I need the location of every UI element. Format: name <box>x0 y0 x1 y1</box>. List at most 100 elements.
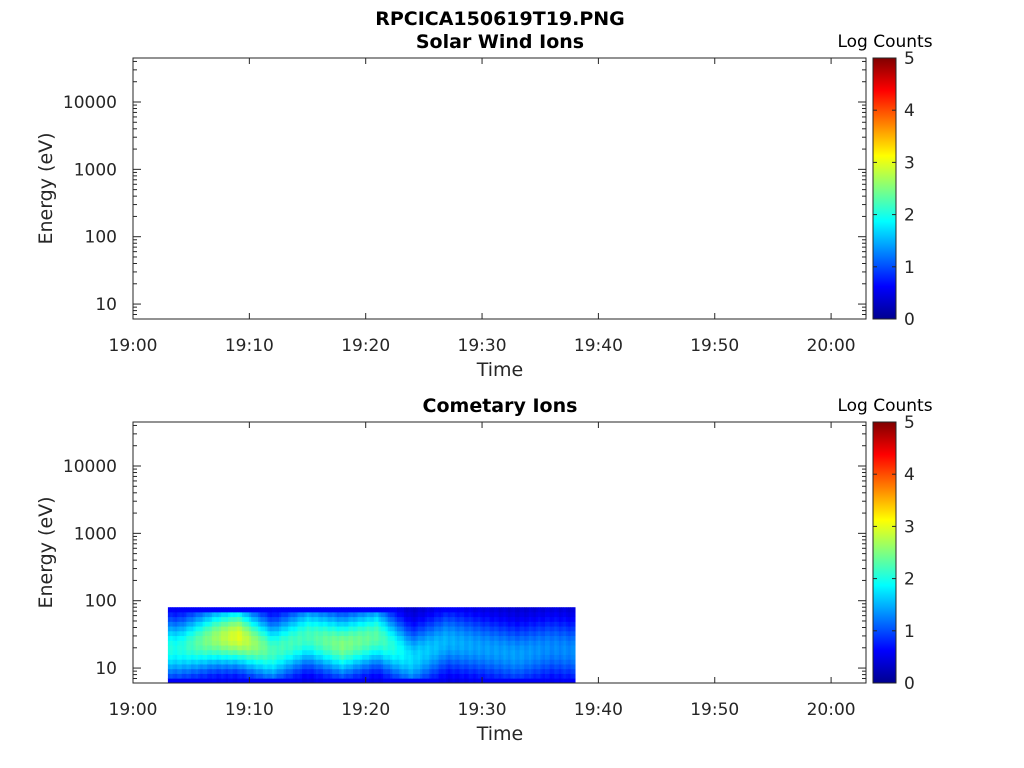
heatmap-cell <box>248 621 252 627</box>
heatmap-cell <box>392 621 396 627</box>
heatmap-cell <box>521 654 525 660</box>
heatmap-cell <box>466 626 470 632</box>
heatmap-cell <box>353 611 356 618</box>
heatmap-cell <box>572 668 576 674</box>
heatmap-cell <box>438 635 442 641</box>
heatmap-cell <box>466 673 470 679</box>
heatmap-cell <box>383 659 386 665</box>
heatmap-cell <box>420 668 423 674</box>
heatmap-cell <box>461 630 465 637</box>
heatmap-cell <box>403 607 407 613</box>
heatmap-cell <box>475 616 479 622</box>
heatmap-cell <box>403 668 407 674</box>
heatmap-cell <box>510 678 514 684</box>
heatmap-cell <box>551 621 555 627</box>
heatmap-cell <box>371 659 375 665</box>
heatmap-cell <box>237 616 241 622</box>
heatmap-cell <box>179 645 183 651</box>
heatmap-cell <box>508 668 511 674</box>
heatmap-cell <box>167 664 171 670</box>
heatmap-cell <box>251 678 254 684</box>
heatmap-cell <box>417 659 421 665</box>
heatmap-cell <box>309 659 312 665</box>
heatmap-cell <box>399 673 402 679</box>
heatmap-cell <box>394 635 398 641</box>
heatmap-cell <box>325 630 328 637</box>
heatmap-cell <box>538 664 541 670</box>
heatmap-cell <box>491 659 495 665</box>
heatmap-cell <box>475 645 479 651</box>
heatmap-cell <box>211 664 215 670</box>
heatmap-cell <box>262 659 266 665</box>
heatmap-cell <box>216 668 220 674</box>
heatmap-cell <box>542 678 546 684</box>
heatmap-cell <box>357 626 361 632</box>
heatmap-cell <box>420 645 423 651</box>
heatmap-cell <box>343 607 347 613</box>
heatmap-cell <box>503 678 507 684</box>
heatmap-cell <box>332 673 335 679</box>
heatmap-cell <box>459 659 463 665</box>
heatmap-cell <box>216 630 220 637</box>
heatmap-cell <box>443 630 446 637</box>
heatmap-cell <box>265 626 268 632</box>
heatmap-cell <box>369 630 372 637</box>
heatmap-cell <box>533 621 537 627</box>
heatmap-cell <box>258 626 261 632</box>
heatmap-cell <box>445 611 449 618</box>
heatmap-cell <box>216 640 220 646</box>
heatmap-cell <box>184 616 187 622</box>
heatmap-cell <box>172 678 176 684</box>
heatmap-cell <box>420 611 423 618</box>
heatmap-cell <box>353 607 356 613</box>
heatmap-cell <box>475 626 479 632</box>
heatmap-cell <box>202 678 206 684</box>
heatmap-cell <box>491 607 495 613</box>
heatmap-cell <box>452 668 456 674</box>
heatmap-cell <box>309 649 312 655</box>
heatmap-cell <box>524 626 527 632</box>
heatmap-cell <box>366 607 370 613</box>
heatmap-cell <box>526 616 530 622</box>
heatmap-cell <box>549 640 553 646</box>
heatmap-cell <box>167 645 171 651</box>
heatmap-cell <box>554 645 558 651</box>
heatmap-cell <box>482 621 486 627</box>
heatmap-cell <box>265 621 268 627</box>
heatmap-cell <box>292 668 296 674</box>
heatmap-cell <box>565 611 569 618</box>
heatmap-cell <box>514 616 518 622</box>
heatmap-cell <box>267 659 271 665</box>
heatmap-cell <box>514 668 518 674</box>
heatmap-cell <box>399 659 402 665</box>
heatmap-cell <box>538 654 541 660</box>
heatmap-cell <box>225 649 229 655</box>
colorbar-tick-label: 1 <box>904 258 915 278</box>
heatmap-cell <box>512 621 516 627</box>
heatmap-cell <box>454 611 458 618</box>
heatmap-cell <box>253 626 257 632</box>
heatmap-cell <box>248 654 252 660</box>
heatmap-cell <box>204 607 208 613</box>
heatmap-cell <box>461 616 465 622</box>
heatmap-cell <box>200 678 204 684</box>
heatmap-cell <box>471 621 474 627</box>
heatmap-cell <box>501 649 504 655</box>
heatmap-cell <box>246 645 250 651</box>
heatmap-cell <box>396 626 400 632</box>
heatmap-cell <box>209 607 213 613</box>
heatmap-cell <box>255 673 259 679</box>
heatmap-cell <box>232 635 236 641</box>
heatmap-cell <box>572 649 576 655</box>
heatmap-cell <box>285 626 289 632</box>
heatmap-cell <box>461 635 465 641</box>
heatmap-cell <box>417 649 421 655</box>
heatmap-cell <box>246 649 250 655</box>
heatmap-cell <box>204 635 208 641</box>
heatmap-cell <box>334 673 338 679</box>
heatmap-cell <box>427 616 430 622</box>
heatmap-cell <box>269 607 273 613</box>
heatmap-cell <box>353 678 356 684</box>
heatmap-cell <box>496 607 500 613</box>
heatmap-cell <box>322 626 326 632</box>
